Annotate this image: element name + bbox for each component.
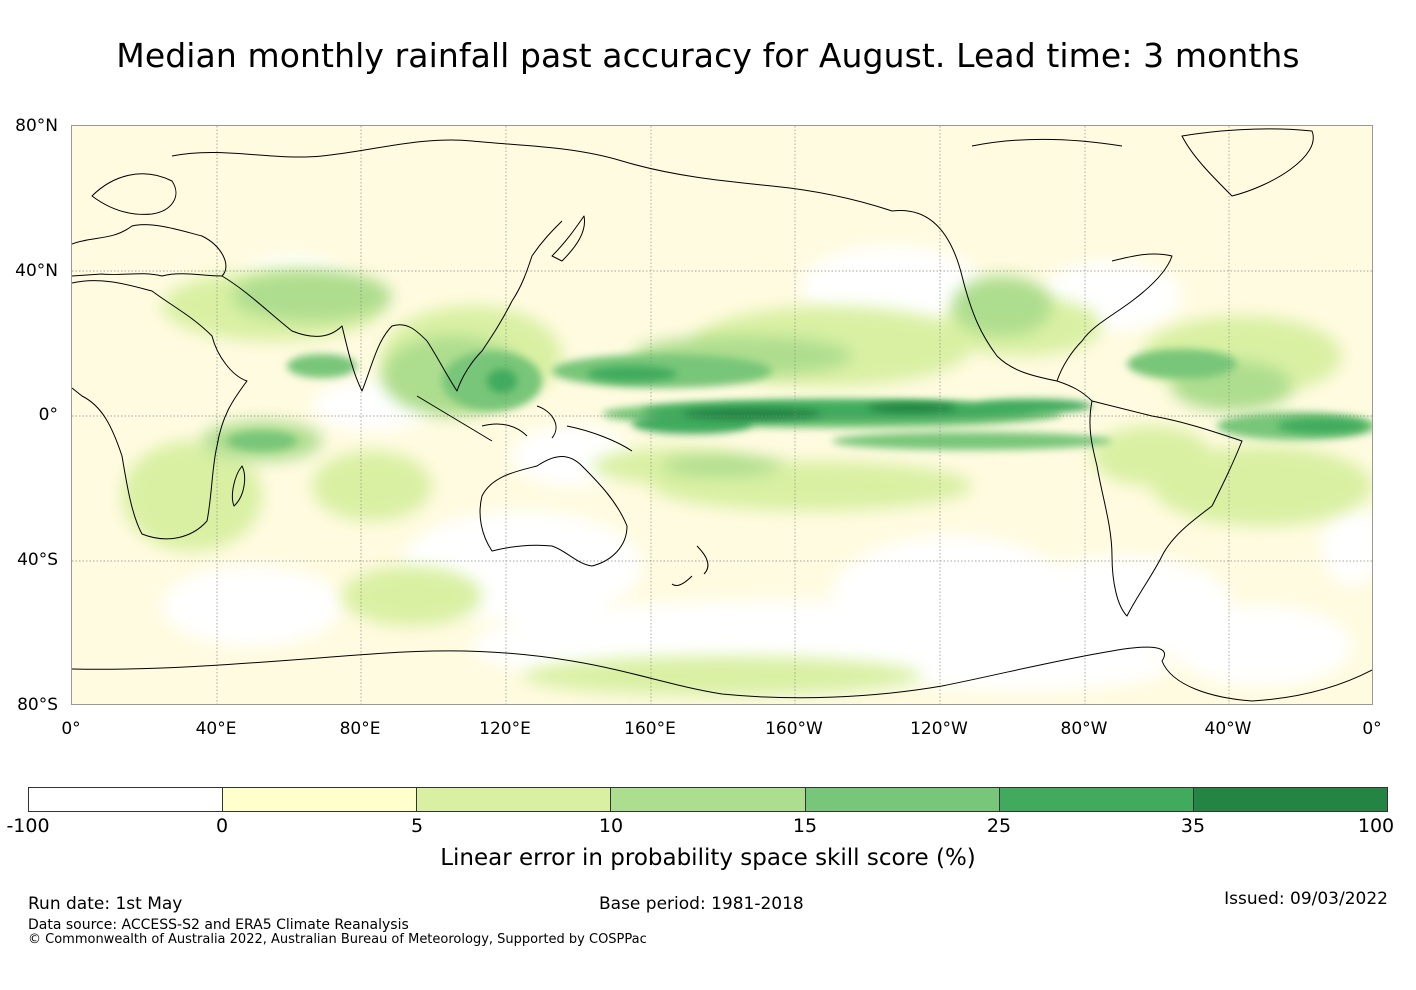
colorbar-segment-0	[29, 788, 224, 811]
base-period: Base period: 1981-2018	[599, 894, 804, 914]
data-source: Data source: ACCESS-S2 and ERA5 Climate …	[28, 917, 409, 933]
colorbar-segment-3	[611, 788, 806, 811]
copyright: © Commonwealth of Australia 2022, Austra…	[28, 932, 647, 947]
lat-label-80s: 80°S	[17, 695, 58, 715]
colorbar-tick: 0	[215, 815, 229, 837]
colorbar-tick: -100	[6, 815, 50, 837]
colorbar-segment-6	[1193, 788, 1387, 811]
lon-label-80e: 80°E	[339, 719, 381, 739]
skill-score-map	[71, 125, 1373, 705]
lat-label-equator: 0°	[38, 405, 58, 425]
issued-date: Issued: 09/03/2022	[1224, 889, 1388, 909]
lat-label-40s: 40°S	[17, 550, 58, 570]
lon-label-40w: 40°W	[1204, 719, 1252, 739]
colorbar-tick: 35	[1180, 815, 1206, 837]
lon-label-120e: 120°E	[479, 719, 531, 739]
map-canvas	[72, 126, 1372, 704]
colorbar-tick: 100	[1357, 815, 1395, 837]
colorbar-segment-2	[417, 788, 612, 811]
colorbar-tick: 10	[598, 815, 624, 837]
lon-label-80w: 80°W	[1060, 719, 1108, 739]
lat-label-40n: 40°N	[15, 261, 58, 281]
lon-label-40e: 40°E	[195, 719, 237, 739]
colorbar-segment-4	[805, 788, 1000, 811]
lon-label-0-east: 0°	[1362, 719, 1382, 739]
graticule	[72, 126, 1372, 704]
coastlines	[72, 128, 1372, 702]
lon-label-120w: 120°W	[910, 719, 968, 739]
colorbar-tick: 25	[986, 815, 1012, 837]
colorbar-tick: 15	[792, 815, 818, 837]
skill-field	[122, 246, 1372, 696]
colorbar-segment-1	[223, 788, 418, 811]
colorbar-label: Linear error in probability space skill …	[440, 845, 976, 871]
run-date: Run date: 1st May	[28, 894, 183, 914]
lon-label-0-west: 0°	[61, 719, 81, 739]
colorbar-tick: 5	[410, 815, 424, 837]
colorbar	[28, 787, 1388, 812]
lat-label-80n: 80°N	[15, 116, 58, 136]
lon-label-160w: 160°W	[765, 719, 823, 739]
lon-label-160e: 160°E	[624, 719, 676, 739]
colorbar-segment-5	[999, 788, 1194, 811]
map-title: Median monthly rainfall past accuracy fo…	[116, 36, 1300, 75]
